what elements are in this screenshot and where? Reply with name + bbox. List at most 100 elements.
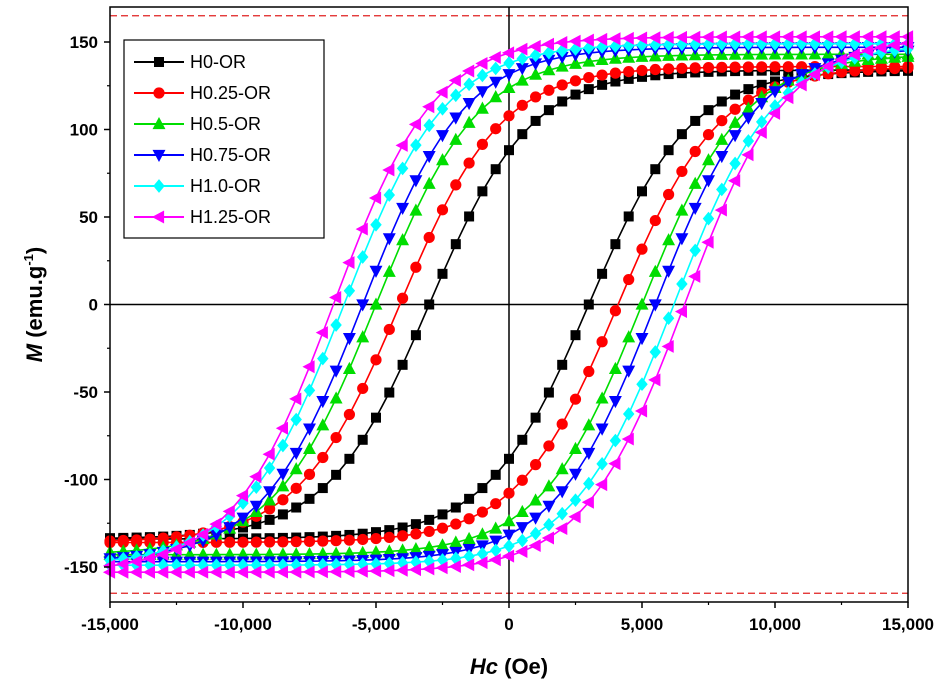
data-point	[556, 43, 568, 58]
data-point	[742, 61, 755, 73]
data-point	[250, 480, 263, 494]
data-point	[422, 562, 435, 576]
data-point	[501, 46, 515, 60]
data-point	[689, 243, 701, 258]
data-point	[277, 438, 289, 453]
data-point	[370, 412, 381, 423]
legend-label: H1.0-OR	[190, 176, 261, 196]
data-point	[543, 84, 555, 96]
data-point	[503, 145, 514, 156]
data-point	[742, 134, 755, 148]
data-point	[422, 150, 436, 164]
legend-item: H1.0-OR	[134, 176, 261, 196]
data-point	[156, 547, 169, 561]
data-point	[222, 504, 235, 518]
data-point	[581, 495, 594, 509]
data-point	[674, 30, 687, 44]
data-point	[517, 129, 528, 140]
data-point	[529, 67, 543, 80]
data-point	[608, 32, 621, 46]
data-point	[249, 565, 262, 579]
data-point	[382, 264, 396, 277]
data-point	[488, 51, 501, 64]
data-point	[329, 365, 343, 378]
data-point	[224, 536, 236, 548]
data-point	[635, 333, 649, 346]
x-tick-label: -5,000	[352, 615, 400, 634]
data-point	[409, 203, 423, 216]
data-point	[369, 265, 383, 278]
data-point	[730, 89, 741, 100]
data-point	[169, 542, 182, 556]
x-axis-unit: (Oe)	[498, 654, 548, 679]
legend-item: H0.25-OR	[134, 83, 271, 103]
data-point	[435, 561, 448, 575]
data-point	[475, 527, 489, 540]
data-point	[794, 30, 807, 44]
data-point	[556, 79, 568, 91]
data-point	[370, 217, 382, 232]
data-point	[570, 89, 581, 100]
legend-label: H0.25-OR	[190, 83, 271, 103]
data-point	[356, 299, 370, 312]
data-point	[488, 553, 501, 567]
data-point	[716, 182, 728, 197]
data-point	[436, 522, 449, 534]
data-point	[357, 382, 369, 395]
data-point	[515, 545, 528, 558]
data-point	[529, 48, 542, 63]
data-point	[382, 163, 395, 177]
data-point	[476, 68, 489, 83]
data-point	[182, 536, 195, 550]
data-point	[874, 30, 887, 44]
data-point	[595, 52, 609, 65]
data-point	[768, 86, 782, 99]
data-point	[688, 176, 702, 189]
x-axis-title: Hc (Oe)	[470, 654, 548, 679]
data-point	[543, 105, 554, 116]
data-point	[156, 565, 169, 579]
legend-item: H0.75-OR	[134, 145, 271, 165]
data-point	[369, 297, 383, 310]
data-point	[676, 277, 688, 291]
data-point	[887, 38, 900, 52]
data-point	[383, 323, 395, 336]
data-point	[408, 563, 422, 577]
data-point	[516, 474, 528, 486]
data-point	[847, 30, 860, 44]
data-point	[142, 565, 156, 579]
data-point	[236, 512, 250, 525]
data-point	[263, 486, 277, 499]
data-point	[610, 239, 621, 250]
data-point	[516, 533, 529, 548]
data-point	[662, 311, 675, 326]
data-point	[462, 115, 476, 128]
data-point	[569, 56, 582, 69]
y-tick-label: 50	[79, 208, 98, 227]
data-point	[716, 96, 727, 107]
data-point	[343, 283, 356, 298]
data-point	[701, 30, 714, 44]
data-point	[397, 359, 408, 370]
data-point	[463, 513, 475, 525]
data-point	[582, 447, 596, 460]
data-point	[743, 84, 754, 95]
data-point	[875, 63, 888, 75]
data-point	[463, 157, 475, 169]
x-axis-variable: Hc	[470, 654, 498, 679]
data-point	[424, 514, 435, 525]
data-point	[728, 30, 741, 44]
data-point	[583, 476, 595, 491]
legend: H0-OR H0.25-OR H0.5-OR H0.75-OR H1.0-OR H1.25…	[123, 39, 325, 239]
data-point	[583, 84, 594, 95]
data-point	[291, 502, 302, 513]
data-point	[821, 30, 834, 44]
data-point	[382, 564, 395, 578]
data-point	[263, 536, 276, 548]
data-point	[448, 73, 461, 87]
data-point	[423, 525, 435, 538]
data-point	[754, 30, 767, 44]
data-point	[688, 269, 701, 283]
data-point	[462, 531, 476, 545]
legend-marker	[152, 116, 166, 130]
